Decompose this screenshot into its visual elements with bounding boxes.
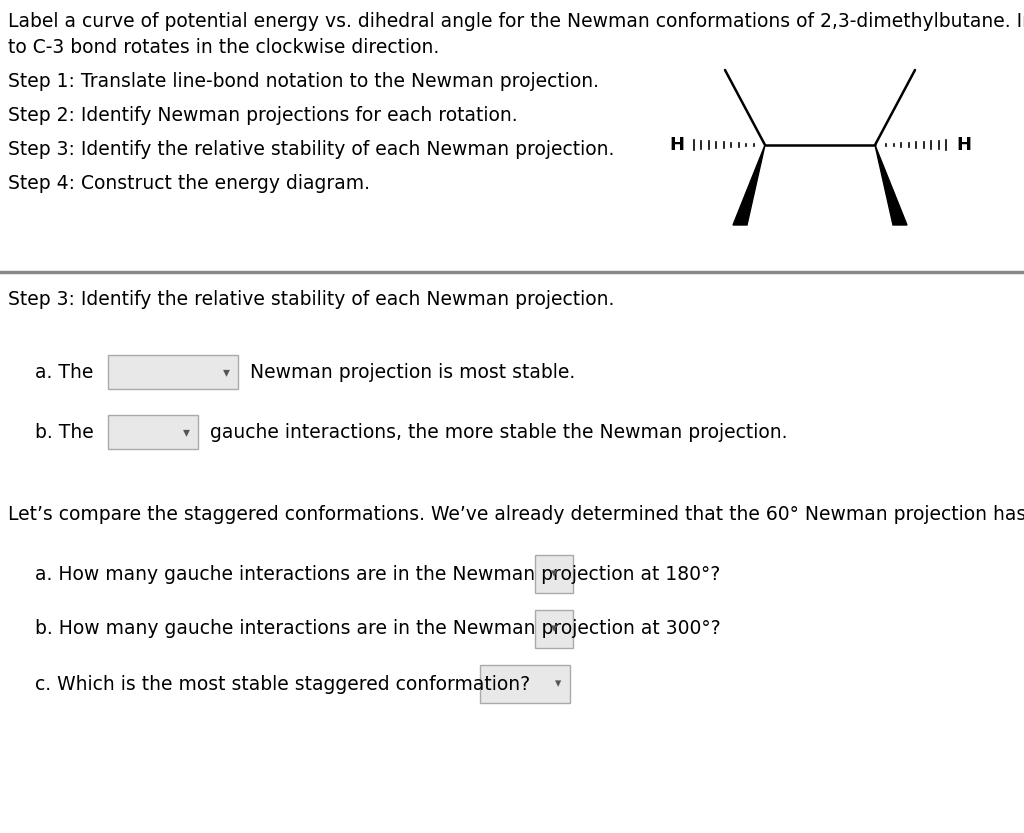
FancyBboxPatch shape: [535, 555, 573, 593]
Text: ▾: ▾: [555, 677, 561, 691]
Text: Step 3: Identify the relative stability of each Newman projection.: Step 3: Identify the relative stability …: [8, 290, 614, 309]
Text: ▾: ▾: [551, 622, 557, 636]
FancyBboxPatch shape: [108, 355, 238, 389]
Polygon shape: [733, 145, 765, 225]
Text: Let’s compare the staggered conformations. We’ve already determined that the 60°: Let’s compare the staggered conformation…: [8, 505, 1024, 524]
Text: a. The: a. The: [35, 362, 93, 382]
Text: Step 2: Identify Newman projections for each rotation.: Step 2: Identify Newman projections for …: [8, 106, 517, 125]
FancyBboxPatch shape: [535, 610, 573, 648]
Text: to C-3 bond rotates in the clockwise direction.: to C-3 bond rotates in the clockwise dir…: [8, 38, 439, 57]
Text: H: H: [669, 136, 684, 154]
FancyBboxPatch shape: [480, 665, 570, 703]
FancyBboxPatch shape: [108, 415, 198, 449]
Text: ▾: ▾: [222, 365, 229, 379]
Text: H: H: [956, 136, 971, 154]
Text: c. Which is the most stable staggered conformation?: c. Which is the most stable staggered co…: [35, 675, 530, 694]
Text: b. How many gauche interactions are in the Newman projection at 300°?: b. How many gauche interactions are in t…: [35, 620, 721, 639]
Text: ▾: ▾: [182, 425, 189, 439]
Text: Newman projection is most stable.: Newman projection is most stable.: [250, 362, 575, 382]
Text: Step 3: Identify the relative stability of each Newman projection.: Step 3: Identify the relative stability …: [8, 140, 614, 159]
Text: ▾: ▾: [551, 567, 557, 581]
Text: gauche interactions, the more stable the Newman projection.: gauche interactions, the more stable the…: [210, 422, 787, 441]
Text: a. How many gauche interactions are in the Newman projection at 180°?: a. How many gauche interactions are in t…: [35, 565, 720, 583]
Text: Label a curve of potential energy vs. dihedral angle for the Newman conformation: Label a curve of potential energy vs. di…: [8, 12, 1024, 31]
Text: Step 1: Translate line-bond notation to the Newman projection.: Step 1: Translate line-bond notation to …: [8, 72, 599, 91]
Polygon shape: [874, 145, 907, 225]
Text: Step 4: Construct the energy diagram.: Step 4: Construct the energy diagram.: [8, 174, 370, 193]
Text: b. The: b. The: [35, 422, 94, 441]
